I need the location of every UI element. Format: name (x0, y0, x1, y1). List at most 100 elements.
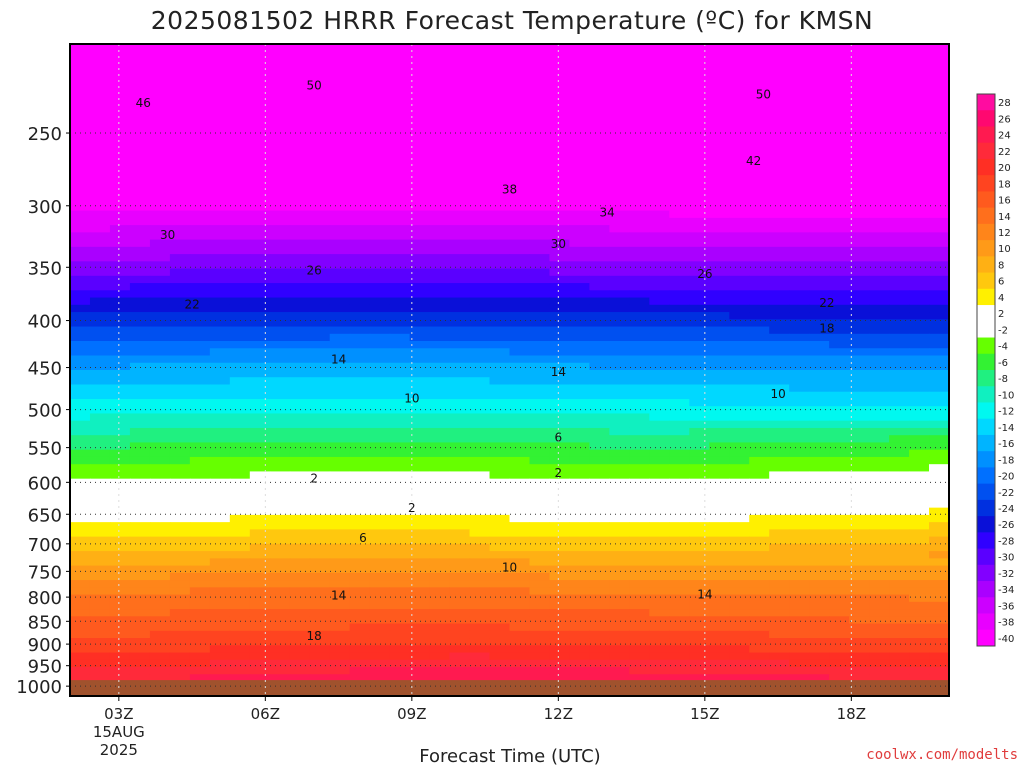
field-cell (449, 659, 471, 668)
field-cell (809, 44, 830, 52)
field-cell (729, 217, 750, 226)
field-cell (289, 145, 311, 154)
credit-link[interactable]: coolwx.com/modelts (866, 747, 1018, 763)
field-cell (629, 239, 650, 248)
field-cell (749, 326, 770, 335)
field-cell (269, 275, 291, 284)
field-cell (869, 268, 890, 277)
field-cell (349, 101, 371, 110)
field-cell (829, 406, 850, 415)
x-tick-label: 12Z (544, 705, 573, 723)
field-cell (829, 667, 850, 675)
field-cell (749, 413, 770, 422)
field-cell (109, 152, 131, 161)
field-cell (409, 341, 431, 349)
field-cell (829, 507, 850, 516)
field-cell (729, 138, 750, 147)
field-cell (849, 290, 870, 299)
field-cell (649, 464, 670, 473)
field-cell (229, 420, 251, 429)
y-tick-label: 500 (28, 401, 62, 422)
x-axis-title: Forecast Time (UTC) (419, 746, 601, 767)
field-cell (569, 268, 591, 277)
field-cell (329, 58, 351, 67)
field-cell (389, 246, 411, 255)
field-cell (829, 522, 850, 530)
field-cell (769, 674, 790, 683)
field-cell (209, 333, 231, 342)
field-cell (289, 601, 311, 610)
field-cell (289, 652, 311, 661)
field-cell (469, 594, 491, 603)
field-cell (189, 101, 211, 110)
field-cell (429, 623, 451, 632)
field-cell (609, 370, 630, 378)
field-cell (449, 188, 471, 197)
field-cell (509, 203, 531, 212)
field-cell (729, 507, 750, 516)
y-tick-label: 900 (28, 635, 62, 656)
field-cell (809, 456, 830, 465)
field-cell (309, 297, 331, 306)
field-cell (109, 507, 131, 516)
field-cell (709, 44, 730, 52)
field-cell (329, 580, 351, 588)
field-cell (289, 659, 311, 668)
field-cell (509, 616, 531, 625)
field-cell (789, 485, 810, 494)
field-cell (489, 239, 511, 248)
field-cell (789, 333, 810, 342)
field-cell (469, 290, 491, 299)
field-cell (89, 225, 111, 233)
field-cell (269, 254, 291, 262)
field-cell (889, 427, 910, 436)
field-cell (149, 652, 171, 661)
field-cell (429, 167, 451, 175)
field-cell (789, 174, 810, 183)
field-cell (209, 587, 231, 596)
field-cell (729, 174, 750, 183)
field-cell (829, 181, 850, 190)
field-cell (189, 159, 211, 168)
field-cell (289, 370, 311, 378)
field-cell (829, 543, 850, 552)
field-cell (329, 398, 351, 407)
field-cell (329, 94, 351, 103)
field-cell (409, 406, 431, 415)
field-cell (589, 246, 610, 255)
field-cell (709, 101, 730, 110)
field-cell (289, 174, 311, 183)
field-cell (409, 101, 431, 110)
field-cell (689, 355, 710, 364)
field-cell (549, 674, 571, 683)
field-cell (789, 674, 810, 683)
field-cell (249, 652, 271, 661)
field-cell (369, 72, 391, 81)
field-cell (569, 580, 591, 588)
field-cell (569, 398, 591, 407)
field-cell (89, 232, 111, 241)
field-cell (529, 398, 551, 407)
field-cell (569, 94, 591, 103)
field-cell (849, 268, 870, 277)
field-cell (749, 572, 770, 581)
field-cell (429, 145, 451, 154)
field-cell (609, 500, 630, 509)
field-cell (169, 565, 191, 574)
field-cell (689, 51, 710, 60)
field-cell (369, 391, 391, 400)
field-cell (70, 188, 91, 197)
field-cell (169, 312, 191, 320)
field-cell (729, 304, 750, 313)
field-cell (709, 543, 730, 552)
field-cell (309, 58, 331, 67)
field-cell (669, 116, 690, 125)
field-cell (889, 464, 910, 473)
field-cell (169, 123, 191, 132)
field-cell (729, 51, 750, 60)
field-cell (889, 181, 910, 190)
field-cell (309, 254, 331, 262)
field-cell (749, 609, 770, 617)
field-cell (289, 580, 311, 588)
field-cell (369, 355, 391, 364)
